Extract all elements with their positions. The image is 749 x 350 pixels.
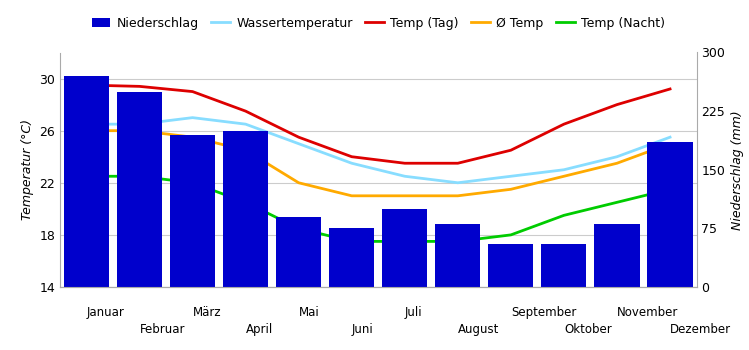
- Legend: Niederschlag, Wassertemperatur, Temp (Tag), Ø Temp, Temp (Nacht): Niederschlag, Wassertemperatur, Temp (Ta…: [87, 12, 670, 35]
- Text: Februar: Februar: [139, 323, 185, 336]
- Text: März: März: [192, 307, 221, 320]
- Bar: [329, 228, 374, 287]
- Text: November: November: [617, 307, 679, 320]
- Bar: [647, 142, 693, 287]
- Text: August: August: [458, 323, 499, 336]
- Bar: [488, 244, 533, 287]
- Bar: [542, 244, 586, 287]
- Text: April: April: [246, 323, 273, 336]
- Bar: [276, 217, 321, 287]
- Text: Mai: Mai: [299, 307, 319, 320]
- Bar: [64, 76, 109, 287]
- Bar: [117, 92, 162, 287]
- Y-axis label: Niederschlag (mm): Niederschlag (mm): [731, 110, 744, 230]
- Bar: [435, 224, 480, 287]
- Text: Januar: Januar: [86, 307, 124, 320]
- Text: September: September: [511, 307, 576, 320]
- Text: Juli: Juli: [404, 307, 422, 320]
- Y-axis label: Temperatur (°C): Temperatur (°C): [21, 119, 34, 220]
- Bar: [382, 209, 428, 287]
- Text: Dezember: Dezember: [670, 323, 731, 336]
- Bar: [170, 134, 215, 287]
- Text: Oktober: Oktober: [564, 323, 612, 336]
- Bar: [595, 224, 640, 287]
- Text: Juni: Juni: [352, 323, 374, 336]
- Bar: [223, 131, 268, 287]
